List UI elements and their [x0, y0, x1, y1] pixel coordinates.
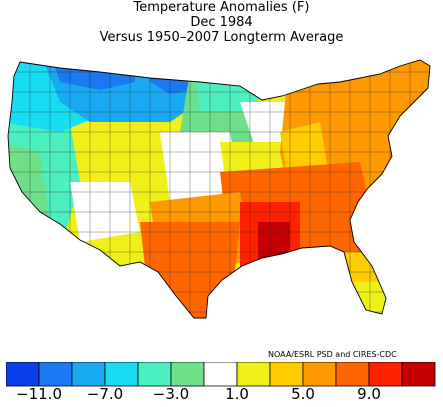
- legend-ticks: −11.0 −7.0 −3.0 1.0 5.0 9.0: [0, 385, 443, 405]
- data-credit: NOAA/ESRL PSD and CIRES-CDC: [268, 350, 397, 359]
- legend-tick-label: −7.0: [86, 385, 124, 403]
- us-outline: [7, 59, 431, 319]
- map-period: Dec 1984: [190, 15, 253, 30]
- legend-swatch: [104, 362, 139, 387]
- legend-swatch: [401, 362, 436, 387]
- legend-swatch: [170, 362, 205, 387]
- legend-tick-label: 9.0: [357, 385, 381, 403]
- legend-swatch: [368, 362, 403, 387]
- map-baseline: Versus 1950–2007 Longterm Average: [99, 30, 344, 45]
- legend-swatch: [137, 362, 172, 387]
- legend-swatch: [302, 362, 337, 387]
- legend-swatch: [38, 362, 73, 387]
- region-fill-south-florida: [350, 282, 430, 318]
- legend-swatch: [6, 362, 40, 387]
- legend-tick-label: −11.0: [16, 385, 62, 403]
- legend-swatch: [236, 362, 271, 387]
- legend-tick-label: 1.0: [225, 385, 249, 403]
- legend-swatch: [335, 362, 370, 387]
- legend-swatch: [71, 362, 106, 387]
- region-fill-florida: [340, 252, 430, 318]
- legend-tick-label: 5.0: [291, 385, 315, 403]
- us-anomaly-map: [7, 59, 431, 319]
- legend-swatch: [269, 362, 304, 387]
- legend-swatch: [203, 362, 238, 387]
- region-fill-central-plains: [160, 132, 240, 202]
- region-fill-delta: [258, 222, 290, 272]
- legend-tick-label: −3.0: [152, 385, 190, 403]
- color-legend: [6, 362, 436, 387]
- map-title: Temperature Anomalies (F): [133, 0, 310, 15]
